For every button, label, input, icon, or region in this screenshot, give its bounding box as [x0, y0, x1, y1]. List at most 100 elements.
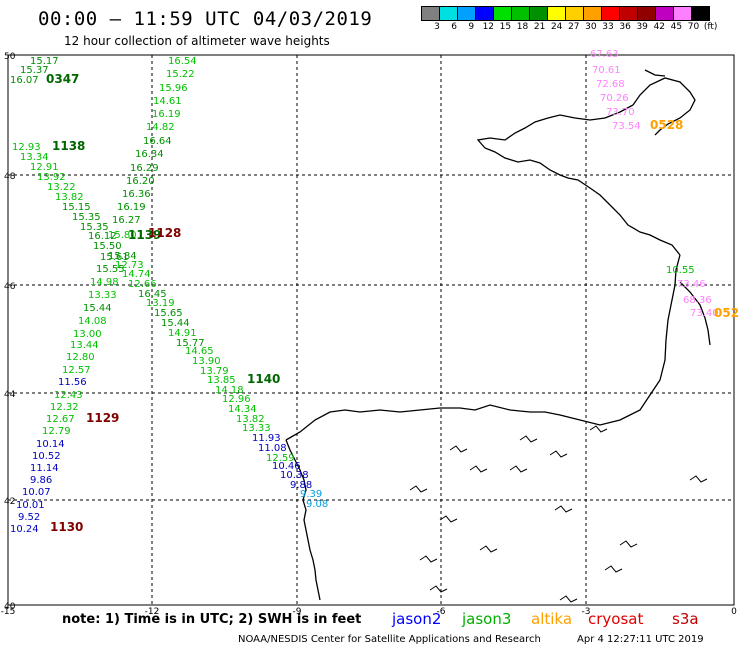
wave-height-label: 9.52 [18, 512, 40, 523]
map-frame [7, 54, 735, 606]
wave-height-label: 12.91 [30, 162, 59, 173]
wave-height-label: 1128 [148, 226, 181, 240]
x-tick-label: -6 [437, 607, 446, 617]
wave-height-label: 16.27 [112, 215, 141, 226]
legend-label: 24 [550, 22, 563, 32]
wave-height-label: 9.08 [306, 499, 328, 510]
wave-height-label: 14.18 [215, 385, 244, 396]
color-scale-legend [421, 6, 710, 21]
wave-height-label: 12.66 [128, 279, 157, 290]
river-segment [509, 465, 528, 473]
wave-height-label: 70.61 [592, 65, 621, 76]
river-segment [589, 425, 608, 433]
coastline [285, 254, 681, 441]
wave-height-label: 73.54 [612, 121, 641, 132]
wave-height-label: 13.34 [20, 152, 49, 163]
wave-height-label: 16.19 [152, 109, 181, 120]
wave-height-label: 73.70 [606, 107, 635, 118]
x-tick-label: -12 [145, 607, 160, 617]
coastline [644, 69, 666, 77]
river-segment [479, 545, 498, 553]
wave-height-label: 1140 [247, 372, 280, 386]
wave-height-label: 1129 [86, 411, 119, 425]
wave-height-label: 12.57 [62, 365, 91, 376]
wave-height-label: 9.86 [30, 475, 52, 486]
wave-height-label: 15.96 [159, 83, 188, 94]
footer-note: note: 1) Time is in UTC; 2) SWH is in fe… [62, 612, 362, 627]
y-tick-label: 42 [4, 497, 15, 507]
river-segment [469, 465, 488, 473]
wave-height-label: 12.43 [54, 390, 83, 401]
river-segment [559, 595, 578, 603]
coastline [679, 281, 711, 346]
mission-label-s3a: s3a [672, 610, 699, 628]
wave-height-label: 12.32 [50, 402, 79, 413]
wave-height-label: 15.44 [83, 303, 112, 314]
x-tick-label: -15 [1, 607, 16, 617]
wave-height-label: 15.15 [62, 202, 91, 213]
wave-height-label: 13.82 [55, 192, 84, 203]
river-segment [554, 505, 573, 513]
y-tick-label: 40 [4, 602, 16, 612]
wave-height-label: 0347 [46, 72, 79, 86]
wave-height-label: 13.92 [37, 172, 66, 183]
wave-height-label: 1130 [50, 520, 83, 534]
coastline [476, 104, 681, 256]
river-segment [429, 585, 448, 593]
wave-height-label: 14.08 [78, 316, 107, 327]
wave-height-label: 052 [714, 306, 739, 320]
wave-height-label: 10.52 [32, 451, 61, 462]
river-segment [419, 555, 438, 563]
legend-label: 42 [653, 22, 666, 32]
wave-height-label: 70.26 [600, 93, 629, 104]
y-tick-label: 48 [4, 172, 16, 182]
river-segment [409, 485, 428, 493]
y-tick-label: 46 [4, 282, 16, 292]
wave-height-label: 12.80 [66, 352, 95, 363]
wave-height-label: 12.73 [115, 260, 144, 271]
wave-height-label: 13.44 [70, 340, 99, 351]
wave-height-label: 16.64 [143, 136, 172, 147]
wave-height-label: 10.38 [280, 470, 309, 481]
wave-height-label: 14.34 [228, 404, 257, 415]
wave-height-label: 10.46 [272, 461, 301, 472]
legend-label: 3 [434, 22, 440, 32]
river-segment [439, 515, 458, 523]
mission-label-cryosat: cryosat [588, 610, 644, 628]
river-segment [619, 540, 638, 548]
legend-label: 15 [499, 22, 512, 32]
wave-height-label: 14.82 [146, 122, 175, 133]
wave-height-label: 16.29 [130, 163, 159, 174]
wave-height-label: 15.65 [154, 308, 183, 319]
wave-height-label: 13.33 [88, 290, 117, 301]
legend-label: 36 [619, 22, 631, 32]
wave-height-label: 14.91 [168, 328, 197, 339]
wave-height-label: 1139 [128, 228, 161, 242]
wave-height-label: 15.37 [20, 65, 49, 76]
wave-height-label: 15.35 [72, 212, 101, 223]
wave-height-label: 13.90 [192, 356, 221, 367]
legend-label: 27 [568, 22, 580, 32]
map-title: 00:00 – 11:59 UTC 04/03/2019 [38, 8, 373, 30]
river-segment [519, 435, 538, 443]
legend-label: 21 [533, 22, 546, 32]
wave-height-label: 10.24 [10, 524, 39, 535]
wave-height-label: 14.65 [185, 346, 214, 357]
wave-height-label: 9.39 [300, 489, 322, 500]
wave-height-label: 15.44 [161, 318, 190, 329]
x-tick-label: -9 [293, 607, 302, 617]
legend-label: 33 [602, 22, 614, 32]
wave-height-label: 10.07 [22, 487, 51, 498]
wave-height-label: 15.17 [30, 56, 59, 67]
coastline [632, 77, 696, 136]
coastline [285, 439, 321, 601]
wave-height-label: 14.74 [122, 269, 151, 280]
wave-height-label: 13.79 [200, 366, 229, 377]
wave-height-label: 68.36 [683, 295, 712, 306]
y-tick-label: 44 [4, 390, 16, 400]
wave-height-label: 16.54 [168, 56, 197, 67]
wave-height-label: 13.22 [47, 182, 76, 193]
legend-label: 39 [636, 22, 648, 32]
wave-height-label: 14.98 [90, 277, 119, 288]
generation-timestamp: Apr 4 12:27:11 UTC 2019 [577, 634, 704, 645]
